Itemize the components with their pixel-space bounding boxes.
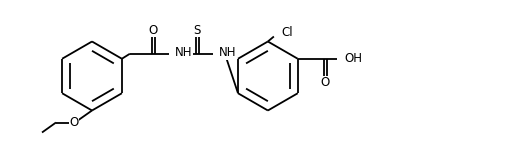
Text: NH: NH	[175, 46, 192, 59]
Text: O: O	[148, 24, 158, 37]
Text: OH: OH	[343, 52, 362, 65]
Text: S: S	[193, 24, 200, 37]
Text: O: O	[69, 116, 78, 129]
Text: Cl: Cl	[281, 26, 292, 39]
Text: NH: NH	[219, 46, 236, 59]
Text: O: O	[320, 76, 329, 89]
